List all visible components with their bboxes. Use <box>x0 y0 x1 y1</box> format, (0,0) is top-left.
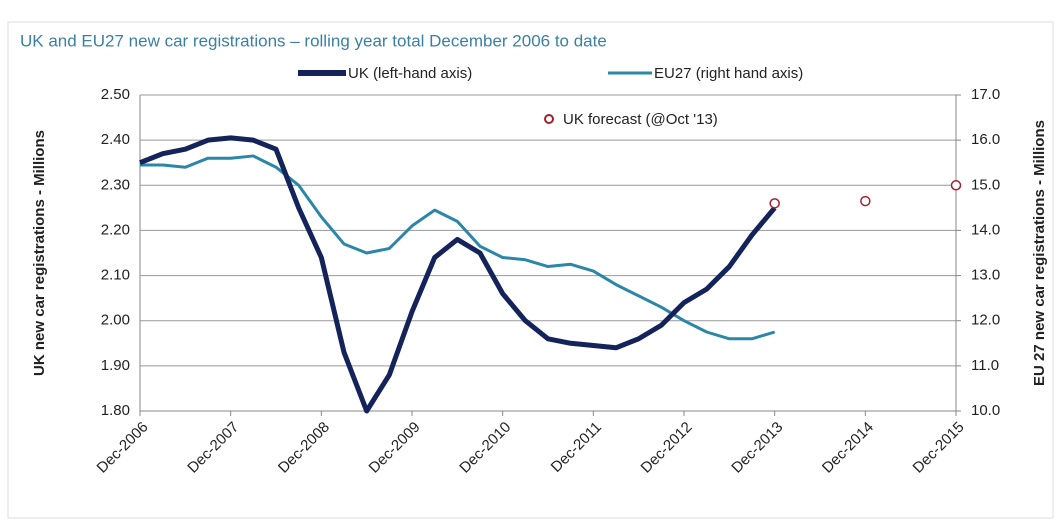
x-tick-label: Dec-2006 <box>94 419 152 477</box>
legend-swatch <box>544 114 554 124</box>
series-line <box>140 154 776 341</box>
y2-tick-label: 13.0 <box>971 267 1000 284</box>
x-tick-label: Dec-2011 <box>548 419 605 476</box>
x-tick-label: Dec-2015 <box>910 419 968 477</box>
y2-tick-label: 11.0 <box>971 357 999 374</box>
chart-frame <box>7 21 1054 519</box>
y-tick-label: 2.00 <box>101 312 130 329</box>
x-tick-label: Dec-2010 <box>456 419 514 477</box>
legend-label: UK forecast (@Oct '13) <box>563 111 718 128</box>
x-tick-label: Dec-2014 <box>819 419 877 477</box>
y-tick-label: 1.80 <box>101 402 130 419</box>
forecast-point <box>860 195 871 207</box>
x-tick-label: Dec-2013 <box>728 419 786 477</box>
chart-title: UK and EU27 new car registrations – roll… <box>20 31 607 50</box>
y2-tick-label: 17.0 <box>971 86 1000 103</box>
y2-tick-label: 16.0 <box>971 131 1000 148</box>
y2-axis-title: EU 27 new car registrations - Millions <box>1031 120 1048 386</box>
y2-tick-label: 12.0 <box>971 312 1000 329</box>
y2-tick-label: 10.0 <box>971 402 1000 419</box>
x-tick-label: Dec-2009 <box>366 419 424 477</box>
x-tick-label: Dec-2008 <box>275 419 333 477</box>
y-axis-title: UK new car registrations - Millions <box>31 130 48 376</box>
x-tick-label: Dec-2007 <box>184 419 242 477</box>
x-tick-label: Dec-2012 <box>638 419 696 477</box>
legend-label: UK (left-hand axis) <box>348 65 472 82</box>
y-tick-label: 2.50 <box>101 86 130 103</box>
forecast-point <box>769 198 780 209</box>
legend-label: EU27 (right hand axis) <box>654 65 803 82</box>
y-tick-label: 2.20 <box>101 221 130 238</box>
forecast-point <box>950 180 962 191</box>
y2-tick-label: 14.0 <box>971 221 1000 238</box>
y-tick-label: 2.30 <box>101 176 130 193</box>
y-tick-label: 2.10 <box>101 267 130 284</box>
y2-tick-label: 15.0 <box>971 176 1000 193</box>
y-tick-label: 2.40 <box>101 131 130 148</box>
y-tick-label: 1.90 <box>101 357 130 374</box>
series-line <box>139 135 777 414</box>
